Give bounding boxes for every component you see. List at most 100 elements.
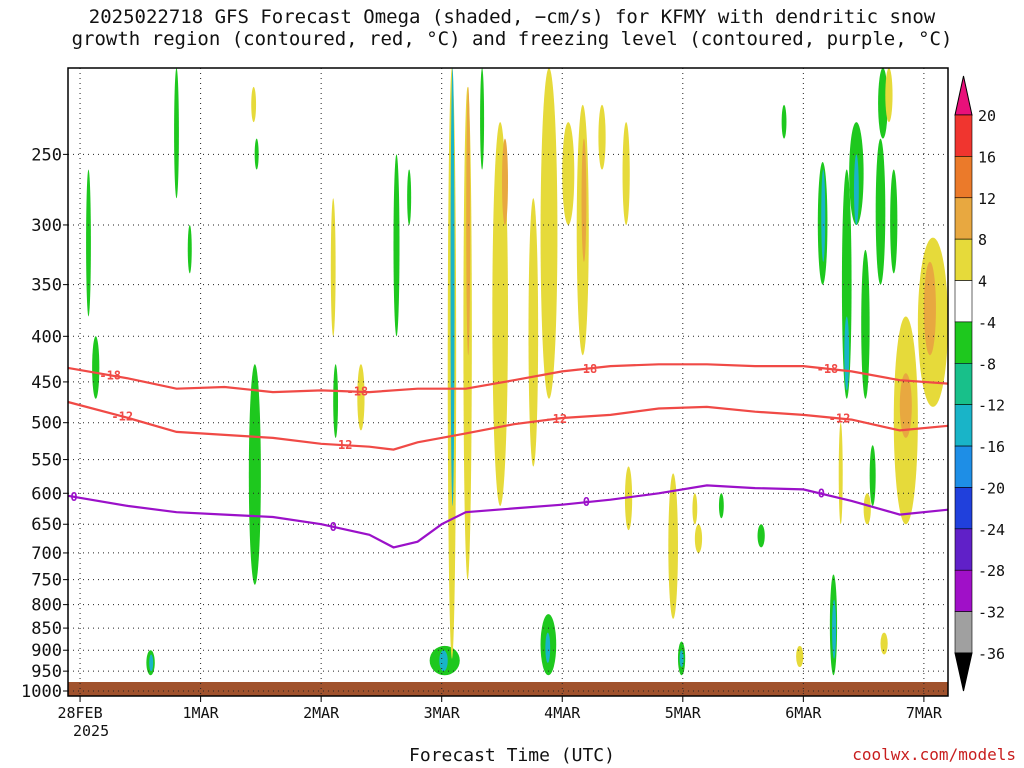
omega-shade-cell	[251, 86, 257, 123]
omega-shade-cell	[598, 104, 606, 170]
colorbar-label: -16	[978, 438, 1005, 456]
y-tick-label: 900	[31, 641, 62, 661]
omega-shade-cell	[622, 122, 630, 225]
omega-shade-cell	[480, 68, 485, 170]
y-tick-label: 600	[31, 484, 62, 504]
omega-shade-cell	[853, 154, 859, 225]
colorbar-box	[954, 114, 973, 157]
omega-shade-cell	[781, 104, 787, 139]
omega-shade-cell	[393, 154, 400, 337]
contour-label: -18	[817, 362, 839, 376]
colorbar-label: -24	[978, 521, 1005, 539]
y-tick-label: 950	[31, 662, 62, 682]
colorbar-label: 16	[978, 148, 996, 166]
omega-shade-cell	[923, 261, 936, 356]
colorbar-label: 4	[978, 273, 987, 291]
contour-label: -12	[111, 409, 133, 423]
ground-terrain	[68, 682, 948, 696]
omega-shade-cell	[439, 650, 448, 672]
omega-shade-cell	[694, 524, 703, 553]
colorbar-label: -28	[978, 562, 1005, 580]
x-axis-title: Forecast Time (UTC)	[409, 745, 615, 766]
chart-title-line-2: growth region (contoured, red, °C) and f…	[71, 28, 953, 50]
omega-shade-cell	[149, 654, 154, 672]
colorbar-box	[954, 363, 973, 405]
omega-shading	[86, 68, 948, 676]
omega-shade-cell	[545, 632, 551, 663]
omega-shade-cell	[869, 445, 876, 506]
omega-shade-cell	[863, 493, 871, 525]
omega-shade-cell	[357, 364, 365, 431]
x-tick-label: 7MAR	[906, 704, 943, 722]
omega-shade-cell	[679, 650, 684, 668]
y-tick-label: 500	[31, 414, 62, 434]
y-tick-label: 650	[31, 515, 62, 535]
colorbar-bottom-triangle	[954, 652, 973, 692]
colorbar-label: -32	[978, 604, 1005, 622]
source-credit[interactable]: coolwx.com/models	[852, 745, 1016, 764]
colorbar-box	[954, 569, 973, 612]
colorbar-box	[954, 156, 973, 199]
contour-label: 0	[330, 520, 337, 534]
omega-shade-cell	[821, 169, 826, 262]
omega-shade-cell	[832, 599, 837, 659]
omega-shade-cell	[540, 68, 558, 399]
omega-shade-cell	[407, 169, 412, 225]
colorbar-top-triangle	[954, 75, 973, 116]
contour-label: -18	[576, 362, 598, 376]
colorbar-label: -4	[978, 314, 996, 332]
chart-title-line-1: 2025022718 GFS Forecast Omega (shaded, −…	[88, 6, 936, 28]
y-tick-label: 550	[31, 451, 62, 471]
contour-line-minus12	[67, 400, 949, 451]
y-tick-label: 750	[31, 571, 62, 591]
contour-line-0	[67, 484, 949, 549]
contour-label: -12	[829, 411, 851, 425]
colorbar-box	[954, 528, 973, 571]
omega-shade-cell	[880, 632, 888, 655]
chart-title: 2025022718 GFS Forecast Omega (shaded, −…	[0, 6, 1024, 50]
y-tick-label: 350	[31, 276, 62, 296]
omega-shade-cell	[890, 169, 898, 274]
omega-shade-cell	[878, 68, 888, 139]
omega-shade-cell	[562, 122, 575, 225]
contour-label: -18	[99, 368, 121, 382]
omega-shade-cell	[92, 336, 100, 399]
x-tick-label: 1MAR	[183, 704, 220, 722]
omega-shade-cell	[899, 373, 912, 438]
colorbar-box	[954, 280, 973, 323]
omega-shade-cell	[330, 198, 336, 337]
contour-label: 12	[338, 438, 352, 452]
contour-label: -18	[346, 385, 368, 399]
colorbar-label: 8	[978, 231, 987, 249]
x-tick-label: 3MAR	[424, 704, 461, 722]
contour-line-minus18	[67, 363, 949, 394]
omega-shade-cell	[844, 316, 850, 391]
colorbar-label: -20	[978, 479, 1005, 497]
omega-shade-cell	[885, 68, 893, 123]
y-tick-label: 300	[31, 216, 62, 236]
colorbar-box	[954, 197, 973, 240]
omega-shade-cell	[501, 138, 508, 225]
colorbar-box	[954, 238, 973, 281]
colorbar-box	[954, 404, 973, 447]
y-tick-label: 450	[31, 373, 62, 393]
colorbar-box	[954, 487, 973, 530]
omega-shade-cell	[692, 493, 698, 525]
omega-shade-cell	[86, 169, 91, 317]
contour-label: -12	[545, 412, 567, 426]
colorbar-label: 20	[978, 107, 996, 125]
x-tick-label: 4MAR	[544, 704, 581, 722]
x-axis-year-label: 2025	[73, 722, 110, 740]
omega-shade-cell	[174, 68, 179, 199]
x-tick-label: 28FEB	[57, 704, 102, 722]
omega-shade-cell	[450, 68, 455, 506]
omega-shade-cell	[838, 422, 843, 525]
colorbar-box	[954, 611, 973, 654]
y-tick-label: 400	[31, 327, 62, 347]
omega-shade-cell	[718, 493, 724, 519]
omega-shade-cell	[757, 524, 765, 548]
omega-shade-cell	[796, 645, 804, 668]
y-tick-label: 250	[31, 145, 62, 165]
x-tick-label: 2MAR	[303, 704, 340, 722]
